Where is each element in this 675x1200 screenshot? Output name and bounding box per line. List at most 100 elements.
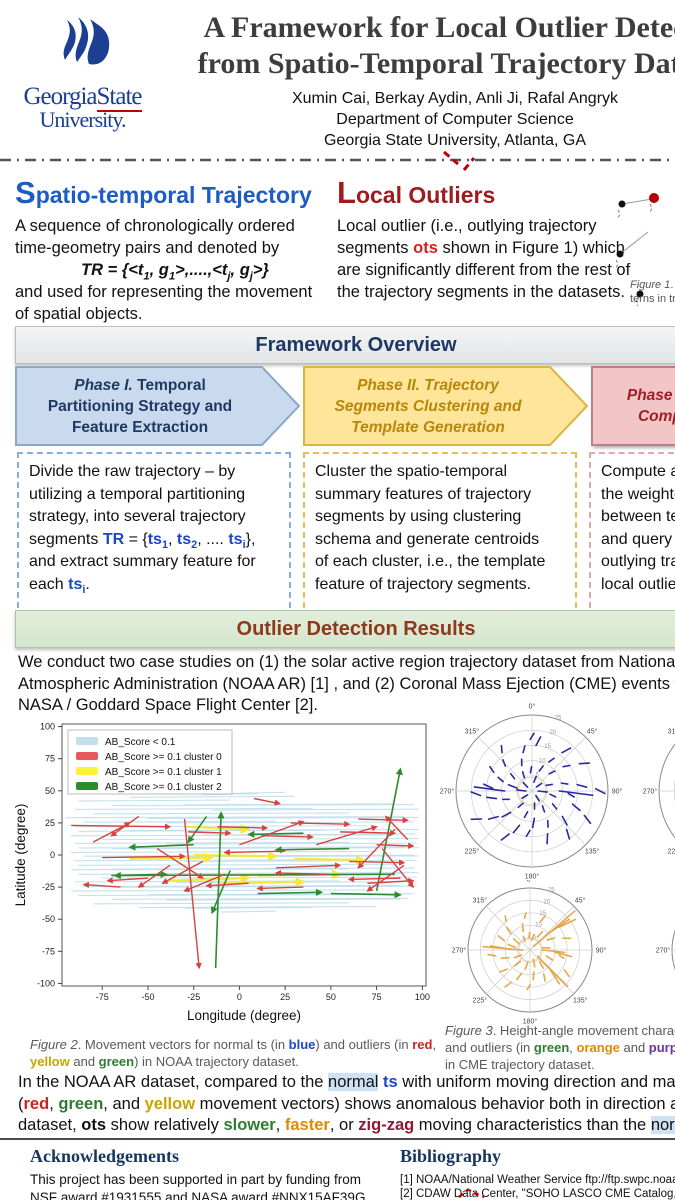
svg-text:AB_Score >= 0.1 cluster 2: AB_Score >= 0.1 cluster 2 [105, 782, 222, 793]
acknowledgements-heading: Acknowledgements [30, 1146, 179, 1166]
svg-text:90°: 90° [596, 947, 607, 955]
results-intro-paragraph: We conduct two case studies on (1) the s… [18, 653, 675, 714]
svg-text:AB_Score < 0.1: AB_Score < 0.1 [105, 737, 176, 748]
section-spatio-temporal: Spatio-temporal Trajectory A sequence of… [15, 175, 335, 325]
svg-text:25: 25 [45, 818, 55, 828]
phase1-title: Phase I. Temporal Partitioning Strategy a… [47, 376, 233, 436]
svg-text:270°: 270° [643, 788, 658, 796]
svg-text:270°: 270° [440, 788, 455, 796]
polar-marks [470, 732, 606, 845]
acknowledgements-body: This project has been supported in part … [30, 1172, 370, 1200]
svg-text:15: 15 [539, 911, 546, 917]
svg-text:Latitude (degree): Latitude (degree) [13, 804, 28, 907]
analysis-paragraph: In the NOAA AR dataset, compared to the … [18, 1072, 675, 1137]
figure1-caption: Figure 1. Local outlier pat-terns in tra… [630, 279, 675, 305]
svg-text:5: 5 [533, 934, 537, 940]
svg-text:AB_Score >= 0.1 cluster 1: AB_Score >= 0.1 cluster 1 [105, 767, 222, 778]
outlier-vectors [71, 797, 415, 970]
local-outliers-heading: Local Outliers [337, 175, 496, 210]
svg-text:Longitude (degree): Longitude (degree) [187, 1008, 301, 1023]
phase2-title: Phase II. Trajectory Segments Clustering … [334, 376, 522, 436]
bibliography: Bibliography [1] NOAA/National Weather S… [400, 1146, 675, 1200]
phase1-arrow [15, 366, 301, 446]
department: Department of Computer Science [336, 111, 574, 128]
results-bar: Outlier Detection Results [15, 610, 675, 648]
svg-text:225°: 225° [465, 848, 480, 856]
svg-text:20: 20 [549, 730, 556, 736]
framework-overview-title: Framework Overview [255, 334, 457, 356]
svg-text:25: 25 [280, 992, 290, 1002]
svg-text:100: 100 [415, 992, 430, 1002]
results-title: Outlier Detection Results [236, 618, 476, 640]
svg-text:-75: -75 [96, 992, 109, 1002]
svg-text:225°: 225° [473, 997, 488, 1005]
footer-divider [0, 1138, 675, 1140]
poster-title: A Framework for Local Outlier Detection … [197, 11, 675, 80]
svg-text:135°: 135° [585, 848, 600, 856]
figure1-plot [615, 193, 659, 306]
phase3-title: Phase III. Outlier Detection andComparis… [626, 387, 675, 425]
red-squiggle-mark [458, 1188, 485, 1199]
acknowledgements: Acknowledgements This project has been s… [30, 1146, 369, 1200]
logo-wordmark: GeorgiaState [23, 83, 143, 112]
figure2-caption: Figure 2. Movement vectors for normal ts… [30, 1037, 437, 1069]
polar-marks [482, 910, 577, 991]
svg-text:45°: 45° [575, 896, 586, 904]
svg-text:20: 20 [544, 899, 551, 905]
svg-text:50: 50 [326, 992, 336, 1002]
gsu-logo: GeorgiaState University. [10, 14, 155, 131]
svg-text:75: 75 [45, 754, 55, 764]
svg-text:135°: 135° [573, 997, 588, 1005]
svg-text:10: 10 [539, 758, 546, 764]
svg-text:270°: 270° [452, 947, 467, 955]
svg-text:75: 75 [372, 992, 382, 1002]
svg-text:180°: 180° [525, 873, 540, 881]
local-outliers-body: Local outlier (i.e., outlying trajectory… [337, 217, 631, 301]
svg-text:0: 0 [50, 850, 55, 860]
authors: Xumin Cai, Berkay Aydin, Anli Ji, Rafal … [291, 90, 619, 107]
figure2-plot: -75 -50 -25 0 25 50 75 100 -100 -75 -50 -25 0 25 50 75 1… [13, 722, 430, 1023]
svg-text:225°: 225° [668, 848, 675, 856]
bibliography-heading: Bibliography [400, 1146, 502, 1166]
figure2-legend: AB_Score < 0.1 AB_Score >= 0.1 cluster 0 A… [67, 729, 233, 795]
bibliography-body: [1] NOAA/National Weather Service ftp://… [400, 1174, 675, 1200]
phase2-description: Cluster the spatio-temporal summary featu… [303, 452, 577, 618]
svg-text:25: 25 [548, 888, 555, 894]
svg-text:-75: -75 [42, 946, 55, 956]
svg-text:-100: -100 [37, 978, 55, 988]
svg-text:45°: 45° [587, 727, 598, 735]
phase3-box [591, 366, 675, 446]
spatio-temporal-heading: Spatio-temporal Trajectory [15, 175, 312, 210]
svg-text:0°: 0° [529, 703, 536, 711]
gsu-flame-icon [63, 17, 109, 65]
svg-text:-25: -25 [187, 992, 200, 1002]
figure3-polar-normal: 0° 45° 90° 135° 180° 225° 270° 315° 5 10 15 20 25 [440, 703, 623, 881]
svg-text:15: 15 [544, 744, 551, 750]
svg-text:50: 50 [45, 786, 55, 796]
section-local-outliers: Local Outliers Local outlier (i.e., outl… [337, 175, 637, 303]
svg-text:5: 5 [536, 773, 540, 779]
affiliation: Georgia State University, Atlanta, GA [323, 132, 587, 149]
svg-text:270°: 270° [656, 947, 671, 955]
svg-text:0°: 0° [527, 880, 534, 884]
dash-dot-divider [0, 158, 675, 162]
svg-text:-50: -50 [42, 914, 55, 924]
svg-text:AB_Score >= 0.1 cluster 0: AB_Score >= 0.1 cluster 0 [105, 752, 222, 763]
svg-text:90°: 90° [612, 788, 623, 796]
framework-overview-bar: Framework Overview [15, 326, 675, 364]
svg-text:315°: 315° [473, 896, 488, 904]
author-block: Xumin Cai, Berkay Aydin, Anli Ji, Rafal … [0, 88, 675, 151]
svg-text:-50: -50 [141, 992, 154, 1002]
svg-text:25: 25 [555, 716, 562, 722]
svg-text:100: 100 [40, 722, 55, 732]
svg-text:-25: -25 [42, 882, 55, 892]
spatio-temporal-body: A sequence of chronologically ordered tim… [15, 217, 313, 323]
phase1-description: Divide the raw trajectory – by utilizing … [17, 452, 291, 618]
svg-text:0: 0 [237, 992, 242, 1002]
svg-text:315°: 315° [668, 727, 675, 735]
outlier-vectors [111, 767, 403, 969]
